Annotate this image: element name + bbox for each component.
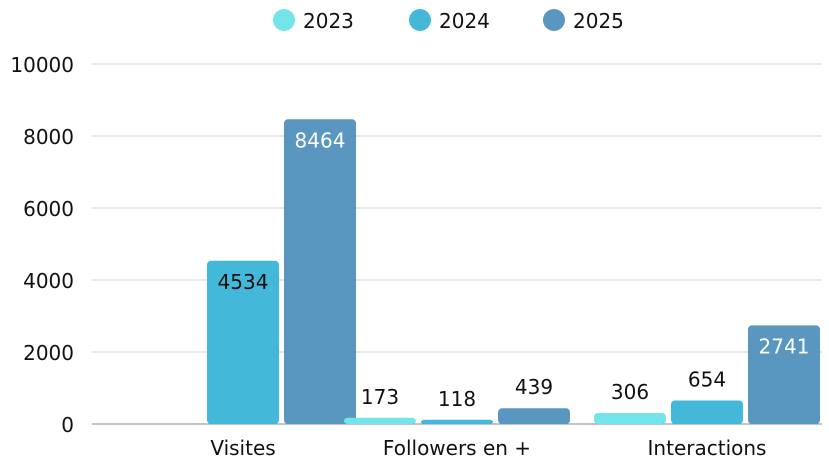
bar-2024-visites	[207, 260, 279, 424]
y-tick-label-4000: 4000	[23, 269, 74, 293]
data-label-2025-2: 2741	[759, 334, 810, 358]
y-tick-label-6000: 6000	[23, 197, 74, 221]
legend-marker-2024	[409, 9, 431, 31]
data-label-2024-2: 654	[688, 367, 726, 391]
x-tick-label-0: Visites	[210, 436, 275, 460]
data-label-2023-2: 306	[611, 380, 649, 404]
legend-label-2023: 2023	[303, 9, 354, 33]
legend-label-2024: 2024	[439, 9, 490, 33]
y-tick-label-10000: 10000	[10, 53, 74, 77]
data-label-2025-1: 439	[515, 375, 553, 399]
bar-2025-followersen	[498, 408, 570, 424]
bar-2025-interactions	[748, 325, 820, 424]
bar-2023-followersen	[344, 417, 416, 424]
y-tick-label-8000: 8000	[23, 125, 74, 149]
x-tick-label-1: Followers en +	[383, 436, 531, 460]
legend-marker-2025	[543, 9, 565, 31]
data-label-2024-1: 118	[438, 387, 476, 411]
legend-marker-2023	[273, 9, 295, 31]
y-tick-label-2000: 2000	[23, 341, 74, 365]
bar-2023-interactions	[594, 412, 666, 424]
bar-2024-interactions	[671, 400, 743, 424]
bar-2024-followersen	[421, 419, 493, 424]
data-label-2024-0: 4534	[218, 270, 269, 294]
legend-label-2025: 2025	[573, 9, 624, 33]
y-tick-label-0: 0	[61, 413, 74, 437]
data-label-2025-0: 8464	[295, 128, 346, 152]
bar-2025-visites	[284, 119, 356, 425]
x-tick-label-2: Interactions	[648, 436, 767, 460]
data-label-2023-1: 173	[361, 385, 399, 409]
